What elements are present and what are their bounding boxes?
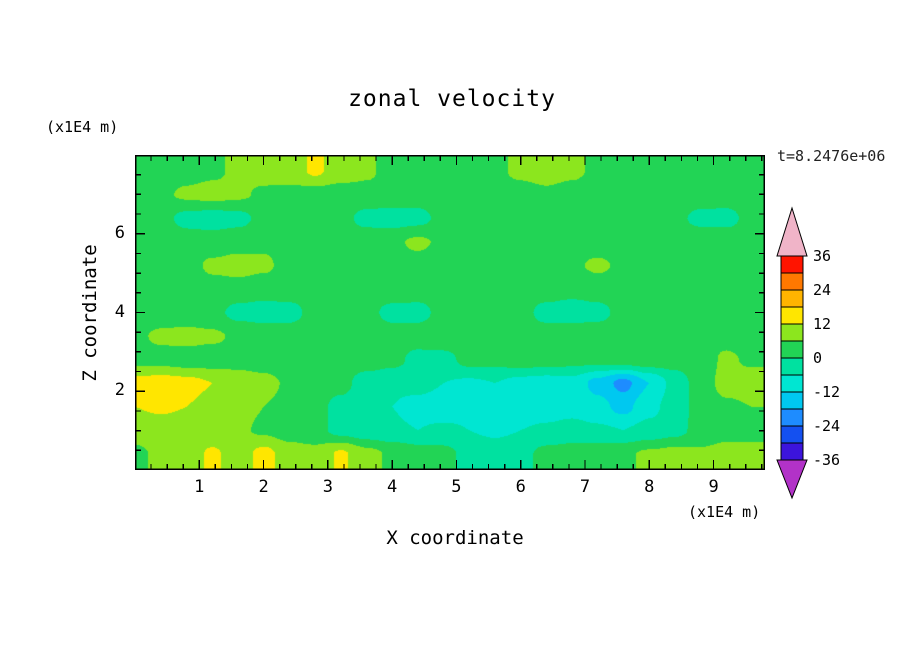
colorbar-tick-label: -24 [813, 417, 841, 435]
colorbar-tick-label: 36 [813, 247, 832, 265]
x-tick-label: 4 [387, 477, 398, 497]
x-tick-label: 6 [515, 477, 526, 497]
colorbar-tick-label: -12 [813, 383, 841, 401]
colorbar-segment [780, 340, 804, 359]
y-axis-unit-label: (x1E4 m) [46, 118, 119, 136]
colorbar-segment [780, 272, 804, 291]
x-tick-label: 8 [644, 477, 655, 497]
contour-canvas [135, 155, 765, 470]
x-axis-unit-label: (x1E4 m) [688, 503, 761, 521]
colorbar-segment [780, 289, 804, 308]
y-tick-label: 4 [114, 301, 125, 322]
colorbar-tick-label: 12 [813, 315, 832, 333]
time-annotation: t=8.2476e+06 [777, 147, 886, 165]
colorbar-segment [780, 374, 804, 393]
x-tick-label: 7 [579, 477, 591, 497]
colorbar-tick-label: 0 [813, 349, 823, 367]
colorbar-over-arrow [776, 206, 808, 257]
colorbar-tick-label: 24 [813, 281, 832, 299]
x-axis-title: X coordinate [386, 527, 524, 549]
colorbar-segment [780, 357, 804, 376]
x-tick-label: 9 [708, 477, 719, 497]
colorbar [776, 206, 808, 500]
x-tick-label: 2 [258, 477, 269, 497]
y-tick-label: 6 [114, 222, 125, 243]
colorbar-segment [780, 391, 804, 410]
colorbar-under-arrow [776, 459, 808, 500]
colorbar-segment [780, 306, 804, 325]
x-tick-label: 5 [451, 477, 462, 497]
chart-title: zonal velocity [348, 86, 556, 112]
x-tick-label: 3 [322, 477, 333, 497]
colorbar-segment [780, 442, 804, 461]
y-tick-label: 2 [114, 380, 125, 401]
colorbar-tick-label: -36 [813, 451, 841, 469]
x-tick-label: 1 [194, 477, 205, 497]
colorbar-segment [780, 408, 804, 427]
colorbar-segment [780, 323, 804, 342]
colorbar-segment [780, 255, 804, 274]
colorbar-segment [780, 425, 804, 444]
